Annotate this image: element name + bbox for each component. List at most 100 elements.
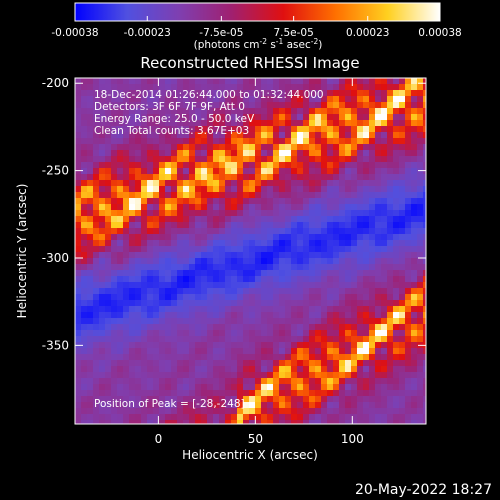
heatmap-cell [225, 414, 232, 421]
heatmap-cell [243, 258, 250, 265]
heatmap-cell [357, 162, 364, 169]
heatmap-cell [249, 156, 256, 163]
heatmap-cell [219, 120, 226, 127]
heatmap-cell [327, 102, 334, 109]
heatmap-cell [225, 174, 232, 181]
heatmap-cell [195, 228, 202, 235]
heatmap-cell [231, 354, 238, 361]
heatmap-cell [237, 132, 244, 139]
heatmap-cell [219, 222, 226, 229]
heatmap-cell [129, 384, 136, 391]
heatmap-cell [333, 120, 340, 127]
heatmap-cell [309, 408, 316, 415]
heatmap-cell [135, 234, 142, 241]
heatmap-cell [195, 384, 202, 391]
heatmap-cell [363, 390, 370, 397]
heatmap-cell [357, 396, 364, 403]
heatmap-cell [135, 210, 142, 217]
heatmap-cell [147, 390, 154, 397]
heatmap-cell [99, 228, 106, 235]
heatmap-cell [423, 162, 426, 169]
heatmap-cell [141, 258, 148, 265]
heatmap-cell [399, 360, 406, 367]
heatmap-cell [231, 210, 238, 217]
heatmap-cell [165, 300, 172, 307]
heatmap-cell [303, 348, 310, 355]
heatmap-cell [261, 258, 268, 265]
heatmap-cell [105, 390, 112, 397]
heatmap-cell [75, 366, 82, 373]
heatmap-cell [99, 300, 106, 307]
heatmap-cell [201, 126, 208, 133]
heatmap-cell [327, 312, 334, 319]
heatmap-cell [237, 348, 244, 355]
heatmap-cell [117, 174, 124, 181]
heatmap-cell [417, 294, 424, 301]
x-axis-label: Heliocentric X (arcsec) [182, 448, 318, 462]
heatmap-cell [195, 90, 202, 97]
heatmap-cell [315, 186, 322, 193]
heatmap-cell [393, 330, 400, 337]
heatmap-cell [345, 360, 352, 367]
heatmap-cell [303, 258, 310, 265]
heatmap-cell [147, 336, 154, 343]
heatmap-cell [285, 240, 292, 247]
heatmap-cell [279, 102, 286, 109]
heatmap-cell [291, 84, 298, 91]
heatmap-cell [213, 318, 220, 325]
heatmap-cell [309, 240, 316, 247]
heatmap-cell [411, 354, 418, 361]
heatmap-cell [375, 186, 382, 193]
heatmap-cell [201, 312, 208, 319]
heatmap-cell [177, 90, 184, 97]
heatmap-cell [369, 408, 376, 415]
heatmap-cell [117, 270, 124, 277]
heatmap-cell [303, 288, 310, 295]
heatmap-cell [159, 342, 166, 349]
heatmap-cell [255, 180, 262, 187]
heatmap-cell [183, 204, 190, 211]
heatmap-cell [105, 240, 112, 247]
heatmap-cell [75, 396, 82, 403]
heatmap-cell [231, 312, 238, 319]
heatmap-cell [189, 120, 196, 127]
heatmap-cell [93, 186, 100, 193]
heatmap-cell [225, 288, 232, 295]
heatmap-cell [327, 246, 334, 253]
heatmap-cell [387, 132, 394, 139]
heatmap-cell [171, 150, 178, 157]
heatmap-cell [285, 288, 292, 295]
heatmap-cell [165, 144, 172, 151]
heatmap-cell [165, 102, 172, 109]
heatmap-cell [111, 378, 118, 385]
heatmap-cell [213, 120, 220, 127]
heatmap-cell [255, 252, 262, 259]
heatmap-cell [183, 348, 190, 355]
heatmap-cell [339, 132, 346, 139]
heatmap-cell [405, 162, 412, 169]
heatmap-cell [279, 96, 286, 103]
heatmap-cell [225, 180, 232, 187]
heatmap-cell [231, 396, 238, 403]
heatmap-cell [339, 126, 346, 133]
heatmap-cell [351, 120, 358, 127]
heatmap-cell [405, 102, 412, 109]
heatmap-cell [231, 120, 238, 127]
heatmap-cell [117, 156, 124, 163]
heatmap-cell [249, 414, 256, 421]
heatmap-cell [117, 282, 124, 289]
heatmap-cell [345, 294, 352, 301]
heatmap-cell [105, 216, 112, 223]
heatmap-cell [333, 330, 340, 337]
heatmap-cell [183, 408, 190, 415]
heatmap-cell [81, 150, 88, 157]
heatmap-cell [351, 402, 358, 409]
heatmap-cell [75, 108, 82, 115]
heatmap-cell [381, 228, 388, 235]
heatmap-cell [261, 108, 268, 115]
heatmap-cell [219, 264, 226, 271]
y-tick-label: -350 [42, 338, 69, 352]
heatmap-cell [183, 336, 190, 343]
heatmap-cell [333, 144, 340, 151]
heatmap-cell [189, 228, 196, 235]
